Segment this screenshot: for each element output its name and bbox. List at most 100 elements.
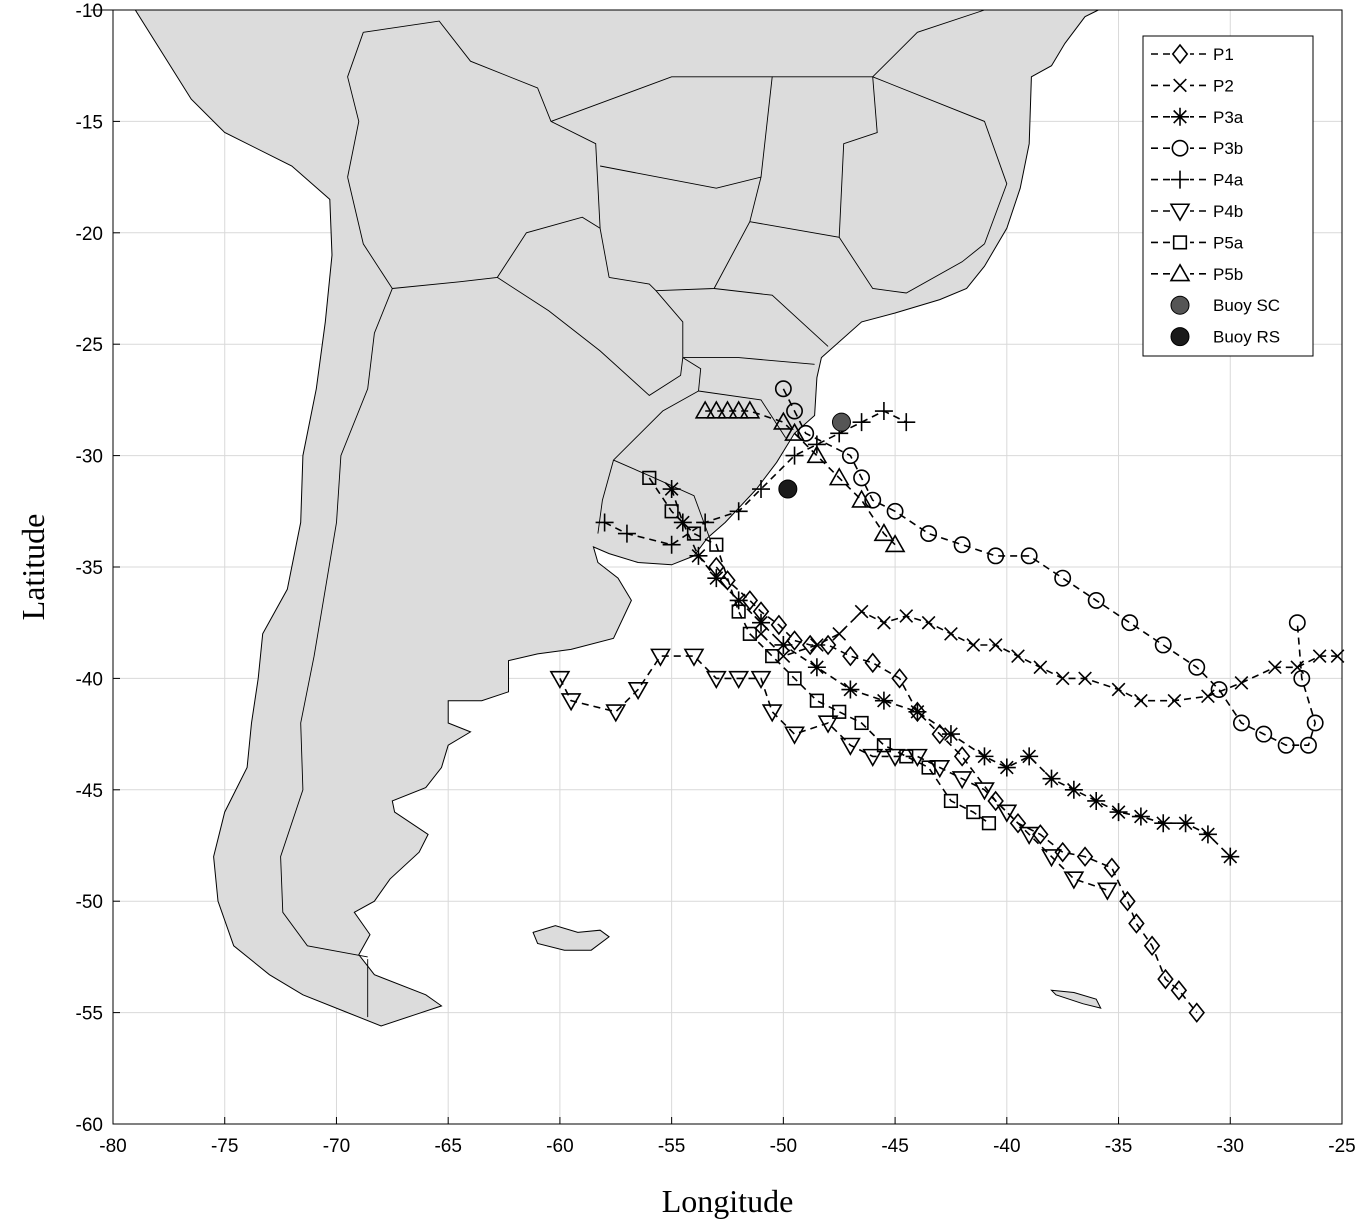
marker-P5a [809,693,824,708]
falkland-islands [532,925,610,951]
series-P4b [549,648,1118,901]
marker-P1 [891,668,908,689]
legend-entry-Buoy SC: Buoy SC [1170,295,1280,315]
marker-P2 [988,638,1003,652]
x-axis-label: Longitude [662,1183,794,1219]
buoy-points [778,412,851,499]
x-tick-label: -80 [99,1136,126,1157]
marker-P5b [694,400,716,419]
marker-P4b [951,771,973,790]
marker-P3b [1020,547,1038,565]
marker-P2 [1234,675,1249,690]
track-line-P1 [715,566,1198,1014]
legend-entry-P4a: P4a [1151,168,1244,191]
border-line [682,357,815,365]
marker-P4b [784,726,805,745]
marker-P2 [1134,693,1148,708]
marker-P4b [974,782,995,801]
marker-P5a [642,470,657,485]
marker-P2 [921,615,936,630]
border-line [612,357,711,539]
marker-P4a [696,513,715,532]
marker-P5b [705,400,727,419]
marker-P3b [774,380,792,398]
marker-P1 [786,630,803,651]
marker-P5b [828,467,850,486]
marker-P3a [997,758,1016,777]
marker-P5b [851,489,872,508]
marker-P3b [1154,636,1172,654]
marker-P5b [784,422,805,441]
legend-marker [1169,203,1191,222]
buoy-buoy-rs [778,479,798,499]
y-tick-label: -45 [76,781,103,802]
marker-P3a [841,680,860,699]
marker-P4b [560,693,582,712]
legend-label: P4a [1213,171,1244,190]
marker-P3b [797,424,815,442]
legend-marker-bg [1170,262,1190,285]
marker-P3a [975,747,994,766]
marker-P5a [943,793,959,809]
y-tick-label: -25 [76,335,103,356]
legend-entry-P4b: P4b [1151,200,1243,222]
marker-P3b [886,502,904,520]
legend-marker [1173,78,1187,93]
marker-P3a [1064,780,1083,799]
marker-P3a [1109,803,1128,822]
marker-P2 [1033,660,1048,675]
marker-P3a [689,546,708,565]
marker-P3b [786,402,803,420]
series-P5a [642,470,997,831]
x-tick-label: -40 [993,1136,1020,1157]
legend-label: P4b [1213,202,1243,221]
border-line [550,76,773,178]
marker-P3b [1306,714,1324,732]
border-line [600,165,762,292]
legend-marker-bg [1170,200,1190,222]
marker-P2 [1312,649,1327,663]
y-tick-label: -20 [76,224,103,245]
marker-P3b [1121,614,1139,632]
legend-label: Buoy RS [1213,328,1280,347]
marker-P3b [987,547,1005,565]
series-P3a [662,480,1240,866]
border-line [347,32,364,178]
marker-P2 [1268,660,1282,675]
drifter-tracks [549,380,1345,1023]
legend-entry-P5a: P5a [1151,231,1244,254]
marker-P1 [1103,857,1121,879]
marker-P1 [1119,890,1136,912]
marker-P4b [705,670,727,690]
marker-P5a [787,671,802,686]
track-line-P2 [760,610,1338,702]
marker-P3b [1188,658,1206,676]
marker-P5a [981,816,997,831]
x-tick-label: -75 [211,1136,238,1157]
marker-P5a [731,604,746,619]
marker-P5a [966,804,981,820]
y-tick-label: -55 [76,1004,103,1025]
marker-P4b [1041,849,1062,868]
country-borders [280,9,1008,1018]
series-P1 [708,556,1205,1023]
marker-P1 [931,723,949,745]
marker-P4b [996,804,1018,823]
x-tick-label: -60 [546,1136,573,1157]
marker-P1 [953,746,971,767]
marker-P3b [1255,725,1273,743]
marker-P3b [1277,736,1295,754]
marker-P2 [810,638,824,652]
marker-P4b [1018,826,1040,845]
track-line-P5a [648,477,990,824]
marker-P3a [874,691,893,710]
marker-P5a [765,649,780,664]
marker-P3b [1054,569,1072,587]
border-line [749,221,985,294]
marker-P4b [862,748,884,767]
marker-P2 [832,626,847,641]
x-tick-label: -30 [1217,1136,1244,1157]
land-layer [90,9,1102,1027]
marker-P4a [617,524,636,543]
